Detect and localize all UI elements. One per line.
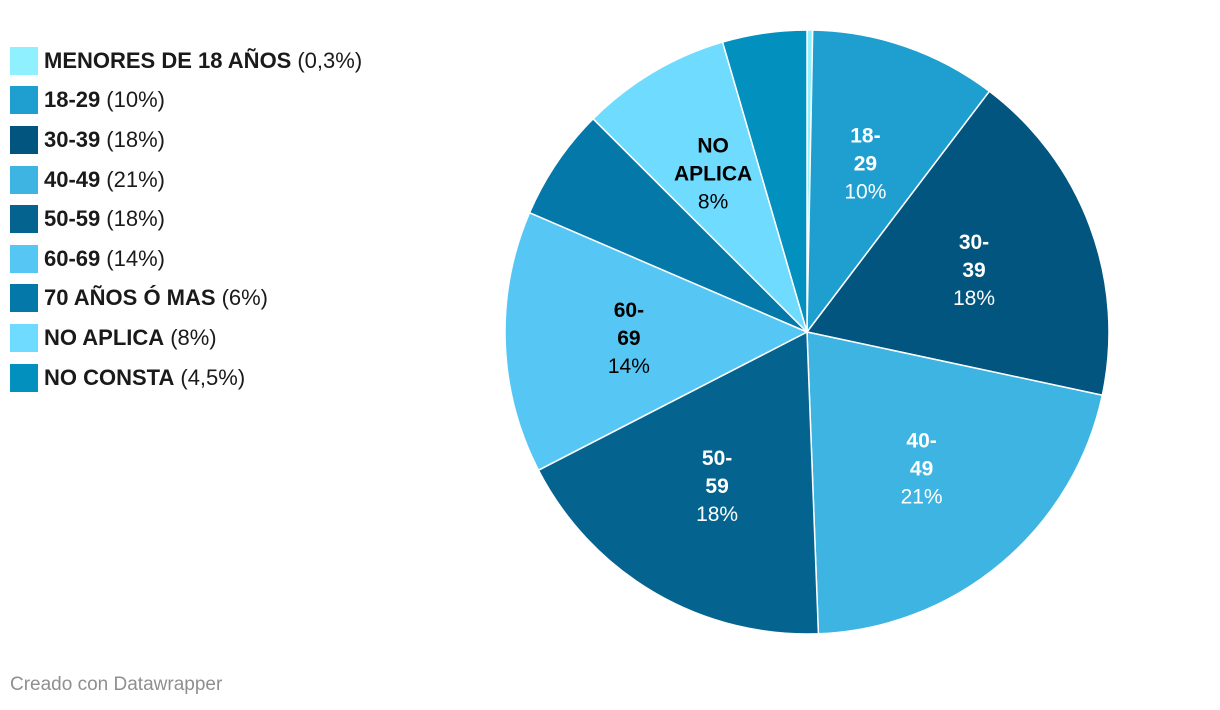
pie-slice (721, 29, 808, 333)
legend-label: MENORES DE 18 AÑOS (44, 47, 292, 73)
pie-slice-labels: 18- 29 10% 30- 39 18% 40- 49 21% 50- 59 18% 60- 69 14%… (608, 125, 995, 526)
legend-item: 50-59 (18%) (10, 199, 362, 239)
slice-label-category: 39 (962, 259, 985, 282)
legend-swatch (10, 244, 38, 273)
legend-item: NO CONSTA (4,5%) (10, 358, 362, 398)
slice-label: 30- 39 18% (953, 231, 995, 310)
legend-value: (14%) (106, 245, 165, 271)
legend-value: (18%) (106, 126, 165, 152)
slice-label-category: APLICA (674, 163, 752, 186)
legend-item: 18-29 (10%) (10, 81, 362, 121)
legend-swatch (10, 86, 38, 115)
chart-legend: MENORES DE 18 AÑOS (0,3%) 18-29 (10%) 30-39(… (10, 41, 362, 397)
slice-label-category: 69 (617, 327, 640, 350)
slice-label-category: 49 (910, 457, 933, 480)
legend-label: 60-69 (44, 245, 101, 271)
slice-label-value: 18% (696, 503, 738, 526)
slice-label-category: 40- (906, 429, 936, 452)
pie-slice (504, 211, 808, 471)
slice-label-category: NO (697, 135, 729, 158)
legend-value: (6%) (221, 285, 269, 311)
legend-label: 50-59 (44, 206, 101, 232)
legend-item: 60-69 (14%) (10, 239, 362, 279)
slice-label-category: 29 (854, 153, 877, 176)
legend-value: (18%) (106, 206, 165, 232)
slice-label-value: 14% (608, 355, 650, 378)
credit-text: Creado con Datawrapper (10, 674, 223, 695)
legend-label: 70 AÑOS Ó MAS (44, 285, 216, 311)
legend-item: 40-49 (21%) (10, 160, 362, 200)
legend-swatch (10, 284, 38, 313)
pie-slices (504, 29, 1110, 635)
slice-label-category: 18- (850, 125, 880, 148)
legend-swatch (10, 125, 38, 154)
legend-item: 70 AÑOS Ó MAS (6%) (10, 279, 362, 319)
legend-value: (10%) (106, 87, 165, 113)
slice-label-value: 8% (698, 191, 728, 214)
legend-value: (0,3%) (297, 47, 363, 73)
pie-slice (592, 41, 808, 333)
legend-item: NO APLICA (8%) (10, 318, 362, 358)
legend-value: (21%) (106, 166, 165, 192)
slice-label: 40- 49 21% (901, 429, 943, 508)
slice-label: 50- 59 18% (696, 447, 738, 526)
legend-swatch (10, 205, 38, 234)
pie-slice (537, 331, 820, 635)
legend-label: NO APLICA (44, 324, 165, 350)
legend-swatch (10, 165, 38, 194)
legend-label: 40-49 (44, 166, 101, 192)
slice-label-value: 18% (953, 287, 995, 310)
slice-label-category: 30- (959, 231, 989, 254)
legend-swatch (10, 363, 38, 392)
legend-item: MENORES DE 18 AÑOS (0,3%) (10, 41, 362, 81)
slice-label: NO APLICA 8% (674, 135, 752, 214)
legend-label: 30-39 (44, 126, 101, 152)
legend-swatch (10, 46, 38, 75)
slice-label-value: 21% (901, 485, 943, 508)
slice-label: 18- 29 10% (844, 125, 886, 204)
slice-label: 60- 69 14% (608, 299, 650, 378)
slice-label-category: 60- (614, 299, 644, 322)
slice-label-category: 50- (702, 447, 732, 470)
pie-slice (806, 331, 1104, 635)
legend-swatch (10, 323, 38, 352)
legend-label: NO CONSTA (44, 364, 175, 390)
slice-label-value: 10% (844, 181, 886, 204)
legend-item: 30-39 (18%) (10, 120, 362, 160)
legend-label: 18-29 (44, 87, 101, 113)
legend-value: (8%) (170, 324, 217, 350)
slice-label-category: 59 (705, 475, 728, 498)
pie-slice (806, 90, 1110, 396)
legend-value: (4,5%) (180, 364, 246, 390)
pie-slice (806, 29, 991, 333)
